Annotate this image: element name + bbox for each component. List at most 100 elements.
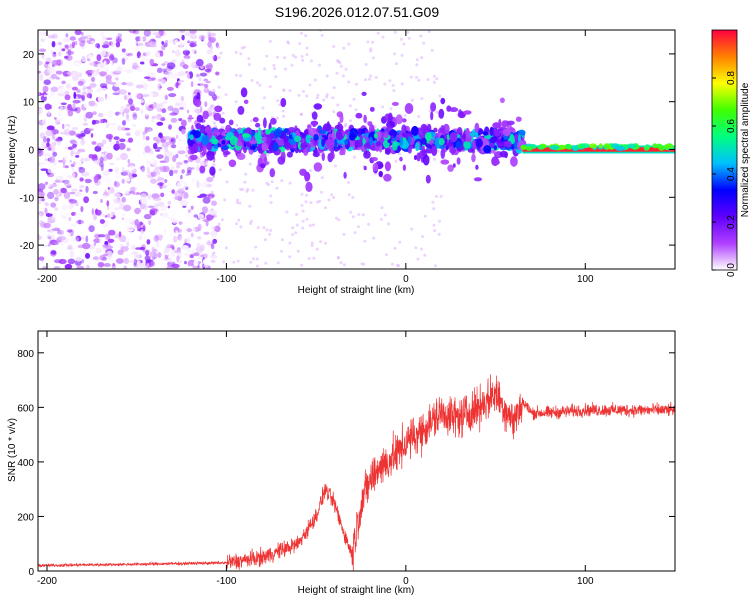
spectrogram-cell <box>151 246 155 253</box>
spectrogram-cell <box>75 256 83 262</box>
spectrogram-cell <box>198 77 202 82</box>
spectrogram-cell <box>268 232 272 236</box>
spectrogram-cell <box>183 160 189 163</box>
spectrogram-cell <box>207 107 212 113</box>
spectrogram-cell <box>165 31 172 37</box>
spectrogram-cell <box>54 84 59 89</box>
spectrogram-cell <box>213 143 219 149</box>
spectrogram-cell <box>143 30 151 37</box>
spectrogram-cell <box>300 263 304 267</box>
spectrogram-cell <box>77 80 84 86</box>
spectrogram-cell <box>139 221 143 226</box>
spectrogram-cell <box>180 199 189 207</box>
spectrogram-cell <box>67 80 74 84</box>
spectrogram-cell <box>63 191 71 199</box>
spectrogram-cell <box>193 112 198 116</box>
spectrogram-cell <box>419 247 423 251</box>
spectrogram-cell <box>169 112 178 117</box>
spectrogram-cell <box>77 72 83 78</box>
spectrogram-cell <box>436 149 440 153</box>
spectrogram-cell <box>64 90 70 95</box>
spectrogram-cell <box>103 263 111 267</box>
spectrogram-cell <box>75 133 82 138</box>
spectrogram-cell <box>38 183 46 191</box>
spectrogram-cell <box>135 93 142 99</box>
spectrogram-cell <box>106 250 113 258</box>
spectrogram-cell <box>265 128 271 135</box>
spectrogram-cell <box>258 83 262 87</box>
spectrogram-cell <box>311 223 315 227</box>
spectrogram-cell <box>491 149 496 154</box>
spectrogram-cell <box>212 94 216 98</box>
spectrogram-cell <box>202 196 211 204</box>
spectrogram-cell <box>376 31 380 35</box>
spectrogram-cell <box>56 139 62 146</box>
spectrogram-xtick-label: -100 <box>216 274 236 285</box>
spectrogram-cell <box>242 133 250 138</box>
spectrogram-cell <box>603 143 610 149</box>
spectrogram-cell <box>115 157 121 161</box>
spectrogram-cell <box>75 155 80 158</box>
spectrogram-cell <box>108 168 113 172</box>
spectrogram-cell <box>114 233 120 239</box>
spectrogram-cell <box>64 155 68 161</box>
spectrogram-cell <box>394 62 398 66</box>
spectrogram-cell <box>162 68 167 73</box>
spectrogram-cell <box>177 170 180 174</box>
spectrogram-cell <box>86 58 91 62</box>
spectrogram-cell <box>47 57 56 60</box>
spectrogram-cell <box>115 176 121 179</box>
spectrogram-cell <box>93 176 99 184</box>
spectrogram-cell <box>159 165 168 173</box>
spectrogram-cell <box>163 173 170 178</box>
spectrogram-cell <box>179 30 186 33</box>
spectrogram-cell <box>159 50 164 57</box>
spectrogram-cell <box>272 63 276 67</box>
spectrogram-cell <box>54 196 59 202</box>
spectrogram-cell <box>205 220 209 227</box>
spectrogram-cell <box>83 250 87 254</box>
spectrogram-cell <box>128 165 135 170</box>
spectrogram-cell <box>255 122 261 128</box>
spectrogram-cell <box>397 264 401 268</box>
spectrogram-cell <box>139 36 144 42</box>
spectrogram-cell <box>263 117 267 129</box>
spectrogram-cell <box>393 246 397 250</box>
spectrogram-cell <box>38 43 43 47</box>
spectrogram-cell <box>148 128 152 132</box>
spectrogram-cell <box>178 80 181 84</box>
spectrogram-cell <box>217 56 221 60</box>
spectrogram-cell <box>449 107 459 113</box>
spectrogram-cell <box>38 143 41 146</box>
spectrogram-cell <box>47 229 55 233</box>
spectrogram-cell <box>318 63 321 67</box>
spectrogram-cell <box>102 175 109 183</box>
spectrogram-cell <box>440 148 446 160</box>
spectrogram-cell <box>643 145 650 151</box>
spectrogram-cell <box>191 143 199 154</box>
spectrogram-cell <box>212 138 219 145</box>
spectrogram-cell <box>67 146 74 150</box>
spectrogram-cell <box>439 194 443 198</box>
spectrogram-cell <box>138 235 143 241</box>
spectrogram-cell <box>196 242 201 248</box>
spectrogram-cell <box>282 136 289 144</box>
spectrogram-cell <box>191 48 197 54</box>
spectrogram-cell <box>299 31 303 35</box>
spectrogram-cell <box>121 58 126 65</box>
spectrogram-cell <box>169 231 174 238</box>
spectrogram-cell <box>135 40 139 46</box>
spectrogram-cell <box>100 87 108 91</box>
spectrogram-cell <box>68 216 72 222</box>
spectrogram-cell <box>263 238 267 242</box>
spectrogram-cell <box>104 233 109 240</box>
spectrogram-cell <box>421 145 425 151</box>
spectrogram-cell <box>234 50 238 54</box>
spectrogram-cell <box>132 30 140 35</box>
spectrogram-cell <box>308 224 312 227</box>
spectrogram-cell <box>52 151 58 157</box>
spectrogram-cell <box>89 265 98 269</box>
spectrogram-cell <box>107 110 114 118</box>
spectrogram-cell <box>400 82 404 86</box>
